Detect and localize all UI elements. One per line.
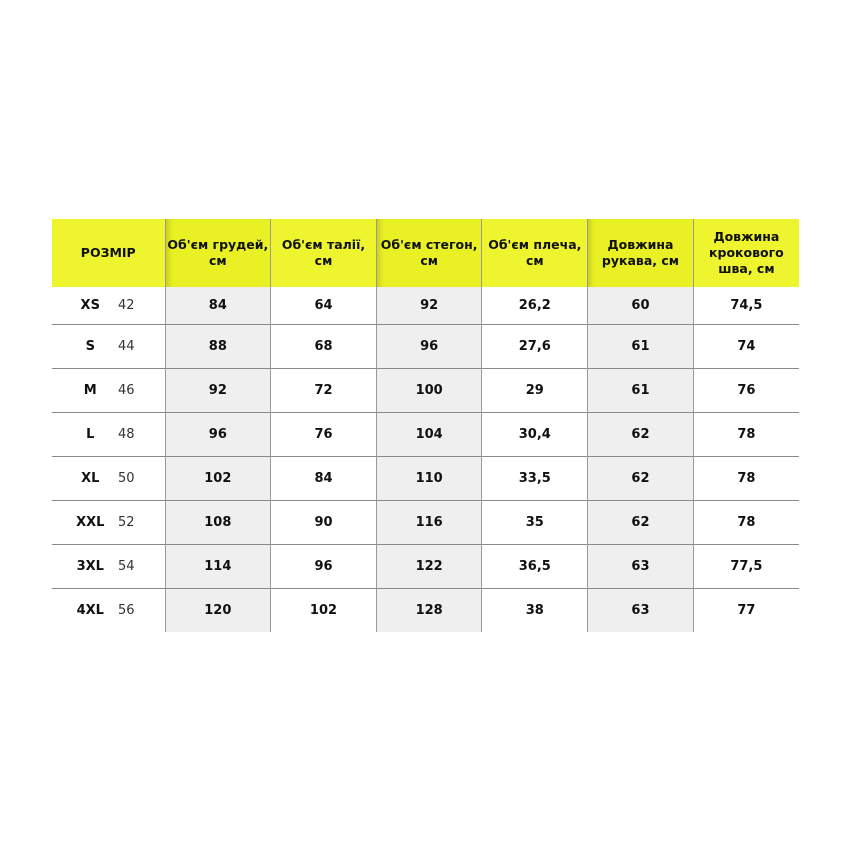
table-row: XXL 52 108 90 116 35 62 78 xyxy=(52,500,799,545)
measurement-cell: 61 xyxy=(587,324,694,369)
measurement-cell: 108 xyxy=(164,500,271,545)
measurement-cell: 62 xyxy=(587,412,694,457)
size-label: S xyxy=(85,339,95,354)
measurement-cell: 30,4 xyxy=(481,412,588,457)
measurement-cell: 62 xyxy=(587,500,694,545)
measurement-cell: 92 xyxy=(164,368,271,413)
table-row: XL 50 102 84 110 33,5 62 78 xyxy=(52,456,799,501)
measurement-cell: 102 xyxy=(270,588,377,632)
table-row: 3XL 54 114 96 122 36,5 63 77,5 xyxy=(52,544,799,589)
size-number: 54 xyxy=(117,559,135,574)
size-number: 44 xyxy=(117,339,135,354)
measurement-cell: 100 xyxy=(375,368,482,413)
measurement-cell: 36,5 xyxy=(481,544,588,589)
measurement-cell: 96 xyxy=(270,544,377,589)
measurement-cell: 77,5 xyxy=(692,544,799,589)
size-cell: XS 42 xyxy=(52,287,165,325)
table-body: XS 42 84 64 92 26,2 60 74,5 S 44 88 68 96 27,6 61 74 M 46… xyxy=(52,287,799,632)
measurement-cell: 90 xyxy=(270,500,377,545)
measurement-cell: 63 xyxy=(587,544,694,589)
size-cell: XXL 52 xyxy=(52,500,165,545)
measurement-cell: 27,6 xyxy=(481,324,588,369)
measurement-cell: 84 xyxy=(270,456,377,501)
table-row: M 46 92 72 100 29 61 76 xyxy=(52,368,799,413)
header-shoulder: Об'єм плеча, см xyxy=(481,219,588,287)
measurement-cell: 122 xyxy=(375,544,482,589)
size-cell: 4XL 56 xyxy=(52,588,165,632)
measurement-cell: 78 xyxy=(692,500,799,545)
measurement-cell: 35 xyxy=(481,500,588,545)
table-row: S 44 88 68 96 27,6 61 74 xyxy=(52,324,799,369)
measurement-cell: 116 xyxy=(375,500,482,545)
size-label: XL xyxy=(81,471,100,486)
size-label: L xyxy=(86,427,95,442)
measurement-cell: 96 xyxy=(375,324,482,369)
measurement-cell: 84 xyxy=(164,287,271,325)
size-label: XS xyxy=(80,298,100,313)
header-inseam: Довжина крокового шва, см xyxy=(692,219,799,287)
measurement-cell: 62 xyxy=(587,456,694,501)
measurement-cell: 128 xyxy=(375,588,482,632)
measurement-cell: 76 xyxy=(692,368,799,413)
size-cell: S 44 xyxy=(52,324,165,369)
size-number: 48 xyxy=(117,427,135,442)
size-cell: L 48 xyxy=(52,412,165,457)
measurement-cell: 74,5 xyxy=(692,287,799,325)
measurement-cell: 63 xyxy=(587,588,694,632)
header-sleeve: Довжина рукава, см xyxy=(587,219,694,287)
measurement-cell: 120 xyxy=(164,588,271,632)
size-label: XXL xyxy=(76,515,105,530)
measurement-cell: 102 xyxy=(164,456,271,501)
size-number: 52 xyxy=(117,515,135,530)
measurement-cell: 33,5 xyxy=(481,456,588,501)
measurement-cell: 68 xyxy=(270,324,377,369)
measurement-cell: 29 xyxy=(481,368,588,413)
size-chart-table: РОЗМІР Об'єм грудей, см Об'єм талії, см Об'… xyxy=(52,219,799,632)
size-cell: 3XL 54 xyxy=(52,544,165,589)
measurement-cell: 38 xyxy=(481,588,588,632)
table-row: XS 42 84 64 92 26,2 60 74,5 xyxy=(52,287,799,325)
size-number: 56 xyxy=(117,603,135,618)
measurement-cell: 110 xyxy=(375,456,482,501)
measurement-cell: 92 xyxy=(375,287,482,325)
size-number: 42 xyxy=(117,298,135,313)
table-row: 4XL 56 120 102 128 38 63 77 xyxy=(52,588,799,632)
measurement-cell: 60 xyxy=(587,287,694,325)
header-chest: Об'єм грудей, см xyxy=(164,219,271,287)
header-hips: Об'єм стегон, см xyxy=(375,219,482,287)
size-label: M xyxy=(83,383,97,398)
measurement-cell: 114 xyxy=(164,544,271,589)
measurement-cell: 61 xyxy=(587,368,694,413)
measurement-cell: 77 xyxy=(692,588,799,632)
table-row: L 48 96 76 104 30,4 62 78 xyxy=(52,412,799,457)
header-row: РОЗМІР Об'єм грудей, см Об'єм талії, см Об'… xyxy=(52,219,799,287)
measurement-cell: 26,2 xyxy=(481,287,588,325)
size-number: 46 xyxy=(117,383,135,398)
size-label: 3XL xyxy=(76,559,104,574)
measurement-cell: 104 xyxy=(375,412,482,457)
measurement-cell: 64 xyxy=(270,287,377,325)
measurement-cell: 74 xyxy=(692,324,799,369)
measurement-cell: 78 xyxy=(692,412,799,457)
measurement-cell: 78 xyxy=(692,456,799,501)
header-waist: Об'єм талії, см xyxy=(270,219,377,287)
measurement-cell: 72 xyxy=(270,368,377,413)
size-label: 4XL xyxy=(76,603,104,618)
measurement-cell: 88 xyxy=(164,324,271,369)
size-cell: XL 50 xyxy=(52,456,165,501)
size-number: 50 xyxy=(117,471,135,486)
measurement-cell: 76 xyxy=(270,412,377,457)
header-size: РОЗМІР xyxy=(52,219,165,287)
size-cell: M 46 xyxy=(52,368,165,413)
measurement-cell: 96 xyxy=(164,412,271,457)
